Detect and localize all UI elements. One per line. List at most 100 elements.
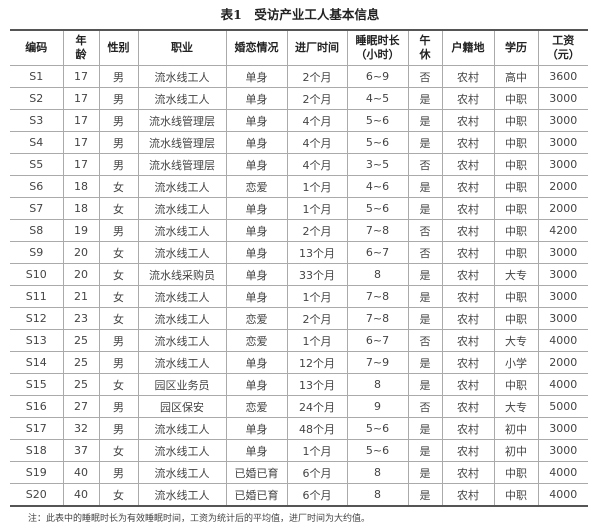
table-cell: 是 <box>408 131 443 154</box>
table-cell: 流水线工人 <box>138 285 227 308</box>
table-cell: 初中 <box>494 417 539 440</box>
table-cell: 5~6 <box>347 439 409 462</box>
table-cell: 37 <box>63 439 100 462</box>
table-cell: 女 <box>99 439 139 462</box>
table-cell: 农村 <box>442 131 495 154</box>
table-cell: 农村 <box>442 109 495 132</box>
table-cell: 3000 <box>538 153 588 176</box>
table-cell: 农村 <box>442 263 495 286</box>
table-cell: S9 <box>10 241 64 264</box>
table-cell: 农村 <box>442 439 495 462</box>
table-cell: 是 <box>408 439 443 462</box>
table-cell: 男 <box>99 87 139 110</box>
table-cell: 中职 <box>494 219 539 242</box>
table-cell: 流水线工人 <box>138 87 227 110</box>
table-cell: 否 <box>408 329 443 352</box>
column-header: 年龄 <box>63 30 100 66</box>
table-cell: 是 <box>408 109 443 132</box>
table-cell: 农村 <box>442 219 495 242</box>
table-cell: 男 <box>99 417 139 440</box>
table-cell: 6~7 <box>347 241 409 264</box>
table-cell: 女 <box>99 373 139 396</box>
table-cell: S12 <box>10 307 64 330</box>
table-cell: 小学 <box>494 351 539 374</box>
table-cell: 40 <box>63 461 100 484</box>
table-cell: 单身 <box>226 131 288 154</box>
table-row: S15 25 女园区业务员 单身 13个月 8 是农村 中职 4000 <box>10 373 588 396</box>
table-row: S8 19 男流水线工人 单身 2个月 7~8 否农村 中职 4200 <box>10 219 588 242</box>
table-cell: 9 <box>347 395 409 418</box>
table-cell: 农村 <box>442 417 495 440</box>
table-cell: 1个月 <box>287 439 348 462</box>
table-cell: 否 <box>408 219 443 242</box>
table-cell: 男 <box>99 109 139 132</box>
table-cell: 5~6 <box>347 131 409 154</box>
table-cell: 12个月 <box>287 351 348 374</box>
table-cell: 7~8 <box>347 285 409 308</box>
table-cell: 农村 <box>442 395 495 418</box>
table-cell: 恋爱 <box>226 395 288 418</box>
table-cell: 中职 <box>494 461 539 484</box>
table-cell: 园区业务员 <box>138 373 227 396</box>
table-cell: 17 <box>63 153 100 176</box>
column-header: 进厂时间 <box>287 30 348 66</box>
table-cell: 流水线管理层 <box>138 153 227 176</box>
table-cell: 男 <box>99 351 139 374</box>
table-cell: 流水线工人 <box>138 65 227 88</box>
table-cell: 中职 <box>494 109 539 132</box>
table-cell: 流水线管理层 <box>138 109 227 132</box>
table-cell: 24个月 <box>287 395 348 418</box>
table-cell: 3000 <box>538 263 588 286</box>
table-cell: 20 <box>63 241 100 264</box>
table-cell: 单身 <box>226 263 288 286</box>
table-cell: 3000 <box>538 439 588 462</box>
table-row: S1 17 男流水线工人 单身 2个月 6~9 否农村 高中 3600 <box>10 65 588 88</box>
column-header: 午休 <box>408 30 443 66</box>
table-cell: 女 <box>99 483 139 507</box>
table-cell: 13个月 <box>287 373 348 396</box>
table-cell: 中职 <box>494 373 539 396</box>
table-cell: 2个月 <box>287 65 348 88</box>
table-cell: 3000 <box>538 87 588 110</box>
table-cell: 男 <box>99 329 139 352</box>
table-cell: 17 <box>63 131 100 154</box>
table-cell: 单身 <box>226 285 288 308</box>
table-cell: 7~8 <box>347 219 409 242</box>
table-cell: 19 <box>63 219 100 242</box>
table-cell: 48个月 <box>287 417 348 440</box>
table-cell: 女 <box>99 307 139 330</box>
column-header: 睡眠时长（小时） <box>347 30 409 66</box>
table-cell: 单身 <box>226 219 288 242</box>
table-cell: 流水线工人 <box>138 483 227 507</box>
table-cell: 4个月 <box>287 131 348 154</box>
table-cell: 6个月 <box>287 483 348 507</box>
table-cell: 否 <box>408 395 443 418</box>
table-row: S3 17 男流水线管理层 单身 4个月 5~6 是农村 中职 3000 <box>10 109 588 132</box>
table-note: 注：此表中的睡眠时长为有效睡眠时间，工资为统计后的平均值，进厂时间为大约值。 <box>28 514 371 524</box>
table-cell: 是 <box>408 263 443 286</box>
table-row: S17 32 男流水线工人 单身 48个月 5~6 是农村 初中 3000 <box>10 417 588 440</box>
table-cell: S16 <box>10 395 64 418</box>
table-cell: 农村 <box>442 175 495 198</box>
table-cell: 流水线工人 <box>138 351 227 374</box>
table-cell: 3000 <box>538 307 588 330</box>
table-cell: 女 <box>99 285 139 308</box>
table-cell: 4个月 <box>287 109 348 132</box>
table-cell: S17 <box>10 417 64 440</box>
table-cell: 8 <box>347 483 409 507</box>
table-cell: 农村 <box>442 197 495 220</box>
table-cell: 17 <box>63 87 100 110</box>
table-cell: 中职 <box>494 285 539 308</box>
table-cell: 27 <box>63 395 100 418</box>
table-cell: 男 <box>99 65 139 88</box>
table-cell: 中职 <box>494 87 539 110</box>
table-cell: 单身 <box>226 65 288 88</box>
table-cell: 1个月 <box>287 329 348 352</box>
table-cell: S5 <box>10 153 64 176</box>
table-cell: 农村 <box>442 483 495 507</box>
table-cell: 3600 <box>538 65 588 88</box>
table-cell: 8 <box>347 373 409 396</box>
table-cell: 中职 <box>494 241 539 264</box>
table-cell: S18 <box>10 439 64 462</box>
table-cell: 18 <box>63 197 100 220</box>
